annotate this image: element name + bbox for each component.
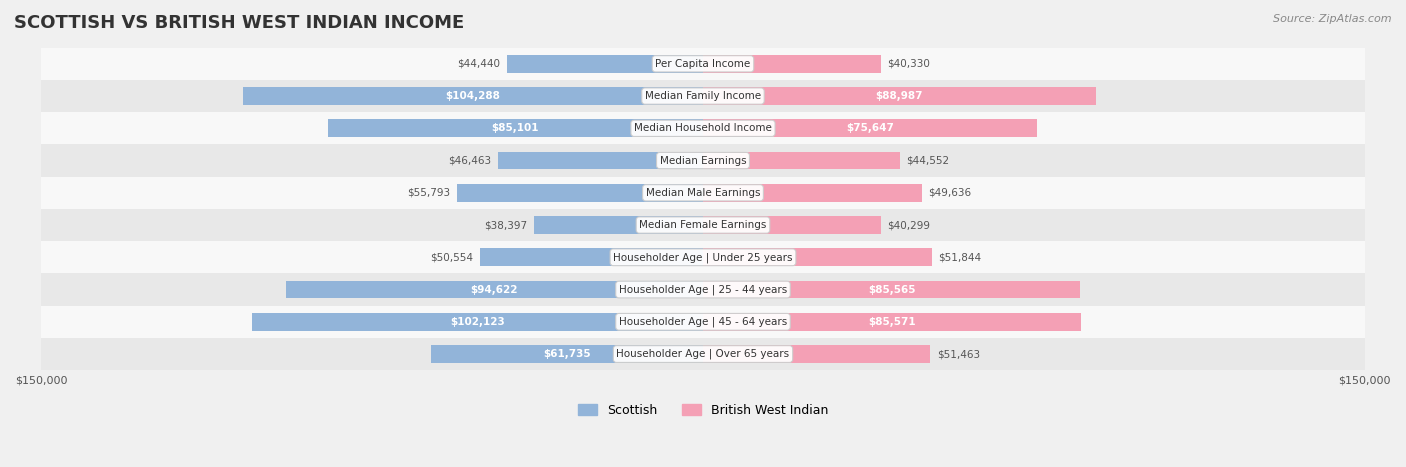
Text: $61,735: $61,735 <box>543 349 591 359</box>
Bar <box>703 248 932 266</box>
Bar <box>253 313 703 331</box>
Bar <box>328 120 703 137</box>
Text: Median Family Income: Median Family Income <box>645 91 761 101</box>
Bar <box>457 184 703 202</box>
Bar <box>703 313 1080 331</box>
Bar <box>243 87 703 105</box>
Text: Source: ZipAtlas.com: Source: ZipAtlas.com <box>1274 14 1392 24</box>
Bar <box>41 112 1365 144</box>
Text: $51,463: $51,463 <box>936 349 980 359</box>
Bar <box>285 281 703 298</box>
Bar <box>41 80 1365 112</box>
Bar <box>41 241 1365 274</box>
Text: $44,440: $44,440 <box>457 59 501 69</box>
Bar <box>41 338 1365 370</box>
Text: Householder Age | Under 25 years: Householder Age | Under 25 years <box>613 252 793 262</box>
Text: $75,647: $75,647 <box>846 123 894 133</box>
Bar <box>479 248 703 266</box>
Text: $51,844: $51,844 <box>938 252 981 262</box>
Bar <box>41 274 1365 306</box>
Text: $40,299: $40,299 <box>887 220 931 230</box>
Bar <box>41 209 1365 241</box>
Text: $44,552: $44,552 <box>905 156 949 166</box>
Text: SCOTTISH VS BRITISH WEST INDIAN INCOME: SCOTTISH VS BRITISH WEST INDIAN INCOME <box>14 14 464 32</box>
Text: Median Household Income: Median Household Income <box>634 123 772 133</box>
Bar <box>703 120 1036 137</box>
Text: $49,636: $49,636 <box>928 188 972 198</box>
Text: $38,397: $38,397 <box>484 220 527 230</box>
Text: Median Male Earnings: Median Male Earnings <box>645 188 761 198</box>
Text: $40,330: $40,330 <box>887 59 931 69</box>
Bar <box>41 48 1365 80</box>
Bar <box>703 216 880 234</box>
Text: $85,571: $85,571 <box>868 317 915 327</box>
Bar <box>41 306 1365 338</box>
Text: $85,101: $85,101 <box>492 123 538 133</box>
Text: Householder Age | 45 - 64 years: Householder Age | 45 - 64 years <box>619 317 787 327</box>
Bar <box>703 87 1095 105</box>
Text: $88,987: $88,987 <box>876 91 924 101</box>
Text: Per Capita Income: Per Capita Income <box>655 59 751 69</box>
Text: Median Female Earnings: Median Female Earnings <box>640 220 766 230</box>
Bar <box>703 345 929 363</box>
Text: $46,463: $46,463 <box>449 156 492 166</box>
Bar <box>534 216 703 234</box>
Text: Householder Age | 25 - 44 years: Householder Age | 25 - 44 years <box>619 284 787 295</box>
Bar <box>498 152 703 170</box>
Text: $102,123: $102,123 <box>450 317 505 327</box>
Legend: Scottish, British West Indian: Scottish, British West Indian <box>572 399 834 422</box>
Text: Median Earnings: Median Earnings <box>659 156 747 166</box>
Bar <box>703 281 1080 298</box>
Text: $94,622: $94,622 <box>471 284 517 295</box>
Bar <box>703 184 922 202</box>
Bar <box>430 345 703 363</box>
Text: $50,554: $50,554 <box>430 252 474 262</box>
Bar <box>508 55 703 73</box>
Text: Householder Age | Over 65 years: Householder Age | Over 65 years <box>616 349 790 359</box>
Text: $85,565: $85,565 <box>868 284 915 295</box>
Bar <box>41 177 1365 209</box>
Text: $104,288: $104,288 <box>446 91 501 101</box>
Bar <box>703 55 882 73</box>
Text: $55,793: $55,793 <box>408 188 450 198</box>
Bar <box>41 144 1365 177</box>
Bar <box>703 152 900 170</box>
